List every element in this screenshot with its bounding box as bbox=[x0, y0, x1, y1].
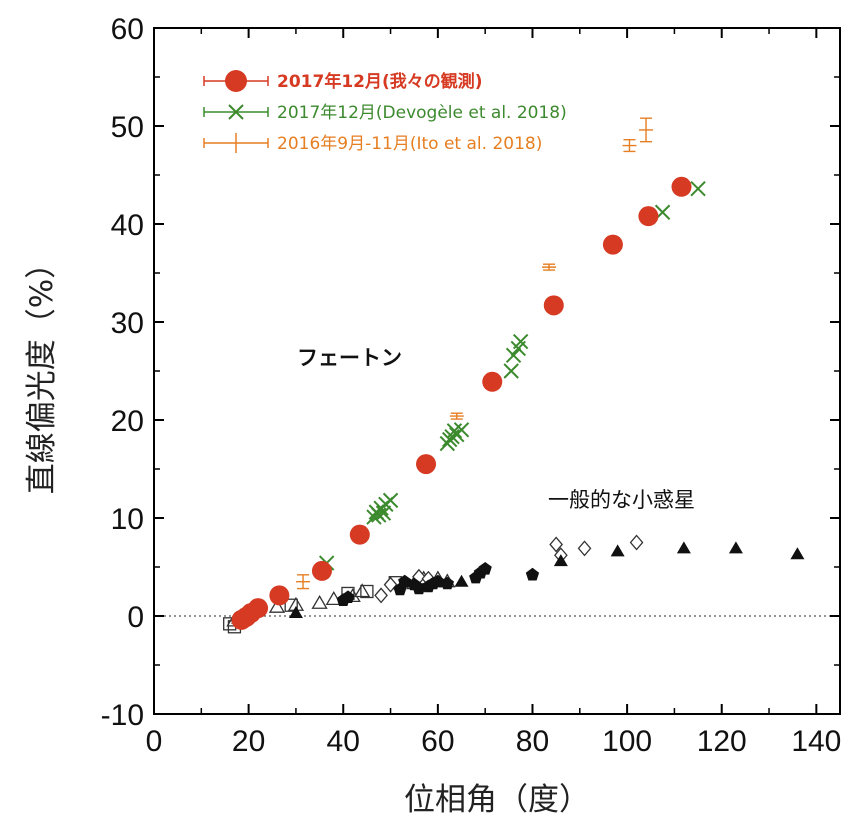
x-tick-label: 40 bbox=[327, 725, 360, 758]
data-point bbox=[375, 505, 392, 521]
data-point bbox=[690, 181, 706, 197]
data-point bbox=[728, 541, 743, 554]
data-point bbox=[360, 584, 374, 599]
data-point bbox=[311, 594, 328, 609]
x-tick-label: 80 bbox=[516, 725, 549, 758]
data-points bbox=[223, 117, 805, 634]
data-point bbox=[366, 509, 382, 525]
data-point bbox=[638, 206, 659, 227]
data-point bbox=[398, 574, 412, 588]
data-point bbox=[610, 544, 625, 557]
y-tick-label: 60 bbox=[111, 13, 144, 46]
data-point bbox=[374, 587, 388, 604]
x-tick-label: 120 bbox=[697, 725, 747, 758]
x-tick-label: 140 bbox=[791, 725, 841, 758]
legend-marker-devogele bbox=[228, 104, 244, 120]
data-point bbox=[248, 598, 269, 619]
y-axis-title: 直線偏光度（%） bbox=[24, 248, 60, 494]
data-point bbox=[553, 554, 568, 567]
data-point bbox=[382, 492, 399, 509]
x-tick-label: 0 bbox=[146, 725, 163, 758]
data-point bbox=[503, 363, 519, 379]
data-point bbox=[296, 574, 311, 590]
legend: 2017年12月(我々の観測) 2017年12月(Devogèle et al.… bbox=[203, 70, 567, 154]
x-tick-label: 20 bbox=[232, 725, 265, 758]
annotation-asteroids: 一般的な小惑星 bbox=[548, 488, 695, 512]
data-point bbox=[416, 454, 437, 475]
data-point bbox=[268, 598, 286, 613]
legend-label-ito: 2016年9月-11月(Ito et al. 2018) bbox=[277, 134, 542, 154]
data-point bbox=[431, 574, 445, 588]
data-point bbox=[383, 576, 398, 593]
data-point bbox=[341, 590, 355, 603]
x-tick-label: 60 bbox=[421, 725, 454, 758]
y-tick-label: 50 bbox=[111, 111, 144, 144]
data-point bbox=[525, 567, 540, 581]
data-point bbox=[478, 562, 492, 575]
legend-label-our-observation: 2017年12月(我々の観測) bbox=[277, 71, 483, 92]
data-point bbox=[671, 176, 692, 197]
y-tick-label: 10 bbox=[111, 503, 144, 536]
y-tick-label: 30 bbox=[111, 307, 144, 340]
data-point bbox=[454, 574, 469, 587]
data-point bbox=[440, 576, 454, 590]
data-point bbox=[602, 234, 623, 255]
y-tick-label: 0 bbox=[127, 601, 144, 634]
data-point bbox=[577, 540, 592, 557]
data-point bbox=[284, 598, 298, 612]
data-point bbox=[354, 583, 371, 598]
data-point bbox=[676, 541, 691, 554]
annotation-phaethon: フェートン bbox=[297, 346, 402, 370]
data-point bbox=[542, 263, 557, 271]
data-point bbox=[543, 295, 564, 316]
y-tick-label: 20 bbox=[111, 405, 144, 438]
data-point bbox=[482, 371, 503, 392]
data-point bbox=[505, 347, 522, 364]
data-point bbox=[449, 412, 464, 420]
data-point bbox=[311, 560, 332, 581]
y-tick-label: 40 bbox=[111, 209, 144, 242]
x-tick-label: 100 bbox=[602, 725, 652, 758]
data-point bbox=[512, 333, 529, 350]
data-point bbox=[288, 606, 303, 619]
data-point bbox=[269, 585, 290, 606]
legend-label-devogele: 2017年12月(Devogèle et al. 2018) bbox=[277, 103, 567, 123]
data-point bbox=[549, 536, 563, 553]
data-point bbox=[639, 117, 654, 143]
data-point bbox=[790, 547, 805, 560]
data-point bbox=[349, 524, 370, 545]
data-point bbox=[622, 139, 637, 153]
legend-marker-our-observation bbox=[225, 70, 247, 92]
x-axis-title: 位相角（度） bbox=[404, 782, 590, 818]
y-tick-label: -10 bbox=[101, 699, 144, 732]
data-point bbox=[453, 422, 470, 438]
data-point bbox=[629, 534, 644, 551]
